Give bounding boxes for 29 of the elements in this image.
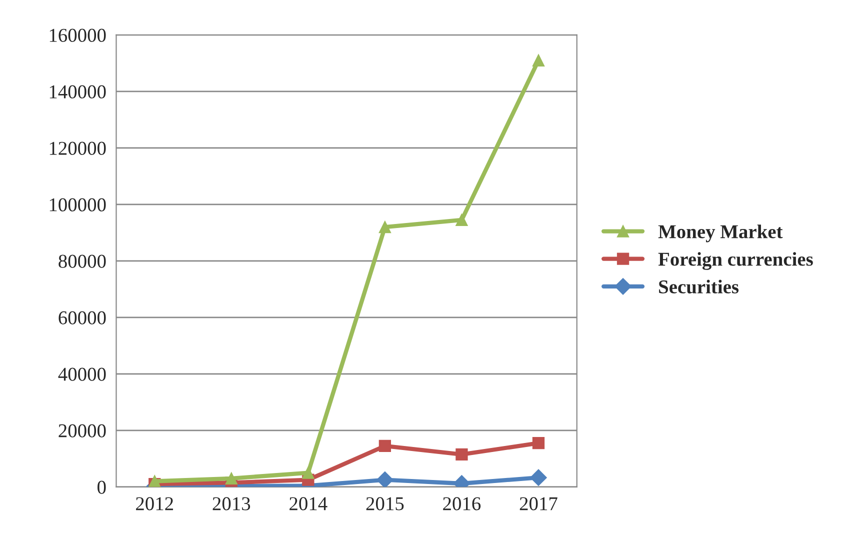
x-tick-label: 2015	[366, 497, 404, 510]
y-tick-label: 40000	[58, 368, 106, 381]
y-tick-label: 60000	[58, 311, 106, 324]
legend-label: Foreign currencies	[658, 252, 813, 270]
y-tick-label: 0	[98, 480, 106, 494]
x-tick-label: 2014	[290, 497, 328, 510]
legend-label: Securities	[659, 280, 739, 294]
x-tick-label: 2013	[212, 497, 250, 510]
y-tick-label: 20000	[58, 424, 106, 438]
point	[456, 214, 468, 226]
point	[456, 448, 468, 460]
point	[302, 466, 314, 479]
point	[378, 220, 392, 234]
point	[225, 472, 238, 484]
y-tick-label: 80000	[58, 254, 106, 268]
y-tick-label: 120000	[50, 142, 106, 155]
point	[530, 469, 547, 486]
y-tick-label: 100000	[50, 198, 106, 212]
x-tick-label: 2017	[520, 497, 558, 510]
point	[148, 475, 161, 487]
legend-label: Money Market	[658, 224, 783, 242]
y-tick-label: 140000	[50, 85, 106, 98]
point	[376, 471, 394, 487]
x-tick-label: 2016	[443, 497, 481, 510]
point	[532, 437, 545, 450]
point	[378, 440, 392, 452]
y-tick-label: 160000	[50, 28, 106, 42]
point	[532, 54, 545, 66]
x-tick-label: 2012	[136, 497, 173, 510]
